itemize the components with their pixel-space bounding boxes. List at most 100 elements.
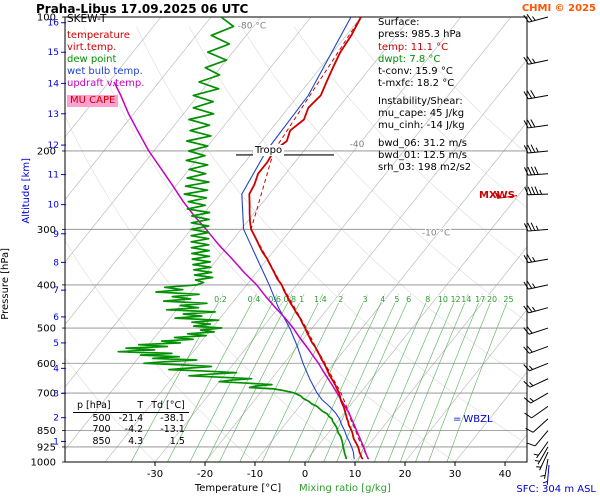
svg-text:-30: -30	[147, 469, 163, 480]
svg-text:7: 7	[53, 286, 59, 296]
page-title: Praha-Libus 17.09.2025 06 UTC	[36, 2, 249, 16]
col-header-pressure: p [hPa]	[73, 400, 115, 413]
instability-heading: Instability/Shear:	[378, 95, 463, 107]
svg-text:5: 5	[394, 295, 399, 304]
mixing-ratio-labels: 0.2 0.4 0.6 0.8 1 1.4 2 3 4 5 6 8 10 12 14 17 20 25	[213, 294, 514, 305]
mixing-ratio-axis-title: Mixing ratio [g/kg]	[299, 483, 391, 494]
info-row-tmxfc: t-mxfc: 18.2 °C	[378, 78, 455, 90]
dew_point-curve	[117, 17, 348, 460]
svg-text:10: 10	[438, 295, 448, 304]
legend-title: SKEW-T	[67, 13, 107, 25]
svg-text:-10 °C: -10 °C	[422, 229, 450, 239]
pressure-axis-title: Pressure [hPa]	[0, 248, 11, 320]
svg-text:20: 20	[399, 469, 412, 480]
svg-text:1: 1	[53, 437, 59, 447]
svg-text:30: 30	[449, 469, 462, 480]
svg-text:10: 10	[48, 201, 60, 211]
col-header-temp: T	[114, 400, 148, 413]
info-panel: Surface: press: 985.3 hPa temp: 11.1 °C …	[378, 17, 471, 175]
svg-text:17: 17	[475, 295, 485, 304]
svg-text:1.4: 1.4	[314, 295, 327, 304]
svg-text:0: 0	[302, 469, 308, 480]
svg-text:14: 14	[48, 79, 60, 89]
svg-text:6: 6	[406, 295, 411, 304]
table-row: 700 -4.2 -13.1	[92, 424, 185, 435]
info-row-press: press: 985.3 hPa	[378, 29, 462, 41]
svg-text:25: 25	[503, 295, 513, 304]
sfc-elevation-label: SFC: 304 m ASL	[516, 484, 596, 495]
mxws-barb	[494, 190, 518, 199]
svg-text:500: 500	[37, 324, 56, 335]
svg-text:-10: -10	[247, 469, 263, 480]
legend-item-updraft: updraft v.temp.	[67, 78, 145, 89]
info-row-mucinh: mu_cinh: -14 J/kg	[378, 120, 465, 132]
temperature-curve	[248, 17, 364, 460]
svg-text:-40: -40	[350, 140, 365, 150]
sfc-barb	[542, 464, 550, 485]
legend-item-virt-temp: virt.temp.	[67, 42, 117, 53]
svg-text:0.8: 0.8	[283, 295, 296, 304]
svg-text:2: 2	[53, 414, 59, 424]
svg-text:9: 9	[53, 230, 59, 240]
svg-text:13: 13	[48, 110, 59, 120]
svg-text:5: 5	[53, 339, 59, 349]
svg-text:300: 300	[37, 225, 56, 236]
info-row-mucape: mu_cape: 45 J/kg	[378, 108, 465, 120]
svg-text:3: 3	[362, 295, 367, 304]
svg-text:20: 20	[487, 295, 497, 304]
info-row-srh03: srh_03: 198 m2/s2	[378, 162, 472, 174]
svg-text:14: 14	[461, 295, 471, 304]
svg-text:4: 4	[53, 364, 59, 374]
svg-text:600: 600	[37, 359, 56, 370]
table-row: 500 -21.4 -38.1	[92, 412, 185, 424]
altitude-axis: 16 15 14 13 12 11 10 9 8 7 6 5 4 3 2 1	[48, 19, 66, 447]
wbzl-text: WBZL	[463, 414, 493, 425]
altitude-axis-title: Altitude [km]	[21, 158, 32, 224]
svg-text:40: 40	[499, 469, 512, 480]
mu-cape-badge: MU CAPE	[67, 95, 119, 107]
legend-item-temperature: temperature	[67, 30, 130, 41]
level-table-header-row: p [hPa] T Td [°C]	[73, 400, 189, 413]
svg-text:850: 850	[37, 426, 56, 437]
svg-text:12: 12	[48, 141, 59, 151]
svg-text:8: 8	[53, 258, 59, 268]
svg-text:11: 11	[48, 171, 59, 181]
temperature-axis: -30 -20 -10 0 10 20 30 40	[147, 462, 512, 480]
legend: SKEW-T temperature virt.temp. dew point …	[67, 13, 144, 107]
info-row-tconv: t-conv: 15.9 °C	[378, 66, 453, 78]
updraft_virt_temp-curve	[113, 81, 369, 460]
info-row-bwd06: bwd_06: 31.2 m/s	[378, 137, 467, 149]
svg-text:2: 2	[338, 295, 343, 304]
svg-text:1: 1	[299, 295, 304, 304]
mixing-ratio-lines	[130, 294, 511, 462]
svg-text:100: 100	[37, 13, 56, 24]
svg-text:15: 15	[48, 48, 59, 58]
svg-text:-20: -20	[197, 469, 213, 480]
surface-heading: Surface:	[378, 17, 420, 28]
svg-text:0.2: 0.2	[214, 295, 227, 304]
legend-item-dew-point: dew point	[67, 54, 117, 65]
col-header-dewpoint: Td [°C]	[147, 400, 189, 413]
legend-item-wet-bulb: wet bulb temp.	[67, 66, 143, 77]
isotherm-labels: -80 °C -40 -10 °C	[237, 20, 451, 239]
mxws-label: MXWS	[479, 190, 515, 201]
svg-text:10: 10	[349, 469, 362, 480]
svg-text:400: 400	[37, 280, 56, 291]
svg-text:12: 12	[450, 295, 460, 304]
svg-text:8: 8	[425, 295, 430, 304]
info-row-dwpt: dwpt: 7.8 °C	[378, 53, 441, 65]
svg-text:16: 16	[48, 19, 60, 29]
wind-barbs	[523, 14, 549, 479]
tropopause-label: Tropo	[253, 145, 285, 156]
svg-text:700: 700	[37, 389, 56, 400]
svg-text:4: 4	[380, 295, 385, 304]
svg-text:-80 °C: -80 °C	[238, 21, 266, 31]
temperature-axis-title: Temperature [°C]	[194, 483, 282, 494]
info-row-bwd01: bwd_01: 12.5 m/s	[378, 149, 467, 161]
svg-text:200: 200	[37, 146, 56, 157]
wbzl-marker: =	[453, 414, 462, 425]
wet_bulb-curve	[241, 17, 355, 460]
